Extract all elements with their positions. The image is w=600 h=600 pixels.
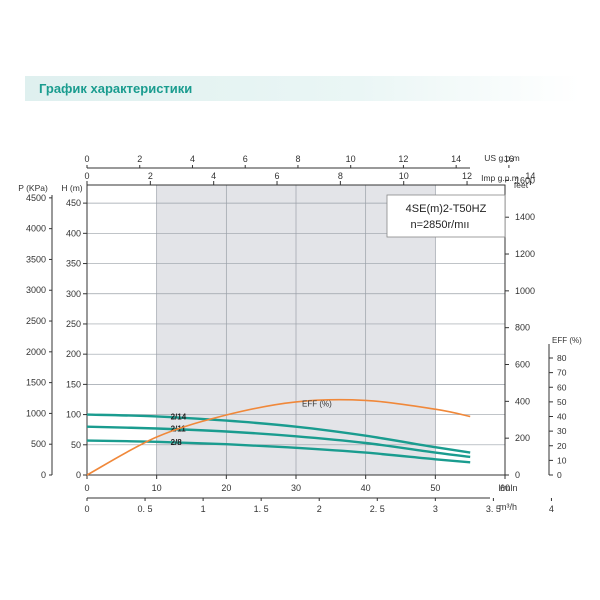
feet-tick-label: 0	[515, 470, 520, 480]
h-tick-label: 250	[66, 319, 81, 329]
imp-tick-label: 14	[525, 171, 535, 181]
eff-tick-label: 30	[557, 426, 567, 436]
feet-tick-label: 1600	[515, 175, 535, 185]
x-tick-label: 60	[500, 483, 510, 493]
model-info-box	[386, 194, 506, 238]
us-tick-label: 2	[137, 154, 142, 164]
speed-label: n=2850r/mıı	[410, 219, 469, 231]
us-tick-label: 12	[398, 154, 408, 164]
us-tick-label: 16	[504, 154, 514, 164]
x-tick-label: 40	[361, 483, 371, 493]
eff-tick-label: 10	[557, 455, 567, 465]
imp-tick-label: 4	[211, 171, 216, 181]
head-curve-2-8	[86, 439, 471, 464]
head-curve-2-14	[86, 413, 471, 454]
imp-axis-label: Imp g.p.m	[481, 173, 519, 183]
h-tick-label: 400	[66, 228, 81, 238]
page-title: График характеристики	[39, 81, 193, 96]
eff-tick-label: 70	[557, 368, 567, 378]
h-tick-label: 450	[66, 198, 81, 208]
p-tick-label: 4000	[26, 224, 46, 234]
us-tick-label: 0	[84, 154, 89, 164]
model-label: 4SE(m)2-T50HZ	[406, 203, 487, 215]
feet-tick-label: 200	[515, 433, 530, 443]
x-tick-label: 0	[84, 483, 89, 493]
h-axis-label: H (m)	[61, 183, 82, 193]
h-tick-label: 200	[66, 349, 81, 359]
us-tick-label: 8	[295, 154, 300, 164]
us-axis-label: US g.p.m	[484, 153, 519, 163]
m3-tick-label: 2	[317, 504, 322, 514]
x-tick-label: 10	[152, 483, 162, 493]
imp-tick-label: 0	[84, 171, 89, 181]
h-tick-label: 100	[66, 410, 81, 420]
p-tick-label: 3500	[26, 254, 46, 264]
h-tick-label: 150	[66, 379, 81, 389]
eff-tick-label: 0	[557, 470, 562, 480]
p-tick-label: 3000	[26, 285, 46, 295]
imp-tick-label: 2	[148, 171, 153, 181]
x-tick-label: 50	[430, 483, 440, 493]
feet-axis-label: feet	[514, 180, 529, 190]
h-tick-label: 300	[66, 289, 81, 299]
h-tick-label: 50	[71, 440, 81, 450]
eff-axis-label: EFF (%)	[552, 336, 582, 345]
p-tick-label: 2500	[26, 316, 46, 326]
feet-tick-label: 1200	[515, 249, 535, 259]
h-tick-label: 350	[66, 259, 81, 269]
m3-tick-label: 4	[549, 504, 554, 514]
x-tick-label: 20	[221, 483, 231, 493]
us-tick-label: 10	[346, 154, 356, 164]
feet-tick-label: 600	[515, 360, 530, 370]
m3-tick-label: 0. 5	[138, 504, 153, 514]
m3-axis-label: m³/h	[499, 502, 517, 512]
eff-tick-label: 40	[557, 412, 567, 422]
imp-tick-label: 6	[275, 171, 280, 181]
head-curve-label: 2/14	[171, 412, 187, 421]
eff-curve-label: EFF (%)	[302, 399, 332, 408]
m3-tick-label: 2. 5	[370, 504, 385, 514]
imp-tick-label: 8	[338, 171, 343, 181]
p-tick-label: 1500	[26, 378, 46, 388]
h-tick-label: 0	[76, 470, 81, 480]
us-tick-label: 14	[451, 154, 461, 164]
imp-tick-label: 10	[399, 171, 409, 181]
feet-tick-label: 1400	[515, 212, 535, 222]
p-tick-label: 4500	[26, 193, 46, 203]
p-axis-label: P (KPa)	[18, 183, 48, 193]
title-banner: График характеристики	[25, 76, 580, 101]
feet-tick-label: 400	[515, 396, 530, 406]
eff-tick-label: 80	[557, 353, 567, 363]
p-tick-label: 1000	[26, 408, 46, 418]
eff-tick-label: 20	[557, 441, 567, 451]
p-tick-label: 500	[31, 439, 46, 449]
head-curve-2-11	[86, 425, 471, 459]
p-tick-label: 0	[41, 470, 46, 480]
head-curve-label: 2/8	[171, 438, 183, 447]
x-tick-label: 30	[291, 483, 301, 493]
eff-tick-label: 60	[557, 382, 567, 392]
m3-tick-label: 0	[84, 504, 89, 514]
m3-tick-label: 3	[433, 504, 438, 514]
m3-tick-label: 1	[201, 504, 206, 514]
eff-tick-label: 50	[557, 397, 567, 407]
feet-tick-label: 800	[515, 323, 530, 333]
us-tick-label: 4	[190, 154, 195, 164]
x-axis-label: l/mln	[498, 483, 517, 493]
m3-tick-label: 1. 5	[254, 504, 269, 514]
feet-tick-label: 1000	[515, 286, 535, 296]
m3-tick-label: 3. 5	[486, 504, 501, 514]
eff-curve	[86, 398, 471, 476]
p-tick-label: 2000	[26, 347, 46, 357]
imp-tick-label: 12	[462, 171, 472, 181]
us-tick-label: 6	[243, 154, 248, 164]
